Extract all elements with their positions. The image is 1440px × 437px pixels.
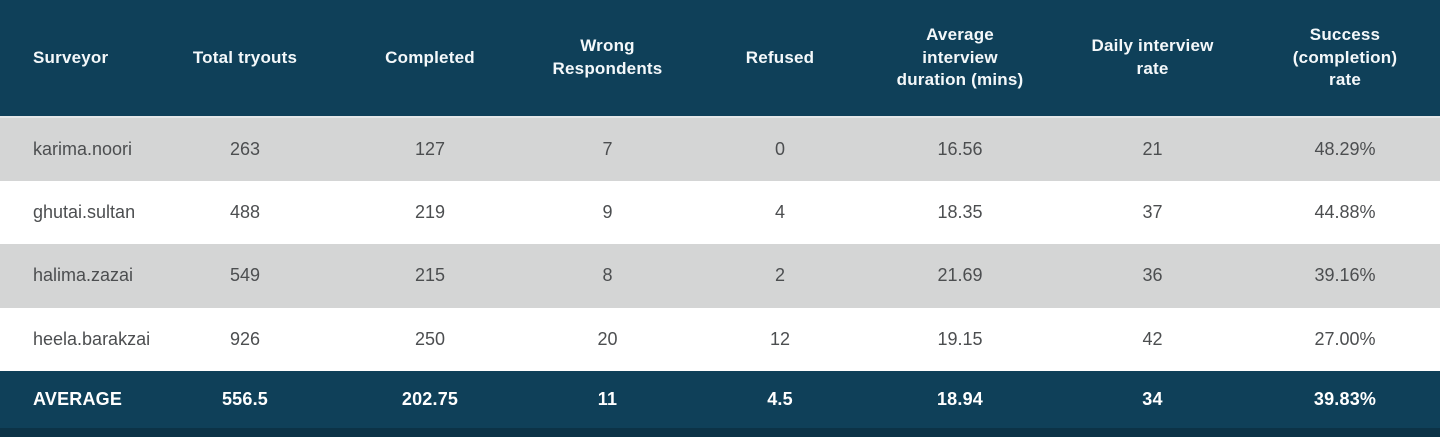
column-header-label: Refused	[745, 47, 815, 67]
column-header-avg-interview-duration: Average interview duration (mins)	[865, 0, 1055, 117]
cell-avg-duration: 18.35	[937, 201, 983, 222]
cell-completed: 219	[414, 201, 446, 222]
cell-success-rate: 44.88%	[1314, 201, 1376, 222]
column-header-label: Success (completion) rate	[1292, 24, 1398, 90]
cell-avg-duration: 21.69	[937, 265, 983, 286]
column-header-success-rate: Success (completion) rate	[1250, 0, 1440, 117]
cell-total-tryouts: 549	[229, 265, 261, 286]
column-header-completed: Completed	[340, 0, 520, 117]
cell-wrong-respondents: 20	[597, 328, 618, 349]
cell-wrong-respondents: 9	[602, 201, 613, 222]
average-total-tryouts: 556.5	[221, 389, 269, 409]
cell-surveyor: heela.barakzai	[33, 328, 151, 349]
cell-success-rate: 39.16%	[1314, 265, 1376, 286]
cell-success-rate: 48.29%	[1314, 138, 1376, 159]
column-header-label: Total tryouts	[192, 47, 298, 67]
column-header-daily-interview-rate: Daily interview rate	[1055, 0, 1250, 117]
cell-completed: 215	[414, 265, 446, 286]
cell-surveyor: karima.noori	[33, 138, 133, 159]
cell-refused: 12	[769, 328, 791, 349]
cell-refused: 2	[774, 265, 785, 286]
cell-daily-rate: 36	[1142, 265, 1163, 286]
average-completed: 202.75	[401, 389, 459, 409]
cell-wrong-respondents: 8	[602, 265, 613, 286]
average-success-rate: 39.83%	[1313, 389, 1377, 409]
table-row: halima.zazai 549 215 8 2 21.69 36 39.16%	[0, 244, 1440, 308]
average-daily-rate: 34	[1142, 389, 1163, 409]
cell-refused: 0	[774, 138, 785, 159]
cell-wrong-respondents: 7	[602, 138, 613, 159]
table-row: ghutai.sultan 488 219 9 4 18.35 37 44.88…	[0, 180, 1440, 244]
column-header-label: Surveyor	[33, 47, 109, 67]
cell-avg-duration: 16.56	[937, 138, 983, 159]
cell-completed: 250	[414, 328, 446, 349]
bottom-accent-bar	[0, 428, 1440, 437]
cell-total-tryouts: 263	[229, 138, 261, 159]
cell-total-tryouts: 488	[229, 201, 261, 222]
cell-completed: 127	[414, 138, 446, 159]
column-header-surveyor: Surveyor	[0, 0, 150, 117]
header-row: Surveyor Total tryouts Completed Wrong R…	[0, 0, 1440, 117]
column-header-label: Wrong Respondents	[552, 36, 663, 78]
cell-daily-rate: 37	[1142, 201, 1163, 222]
table-footer: AVERAGE 556.5 202.75 11 4.5 18.94 34 39.…	[0, 371, 1440, 428]
average-avg-duration: 18.94	[936, 389, 984, 409]
column-header-total-tryouts: Total tryouts	[150, 0, 340, 117]
column-header-label: Daily interview rate	[1091, 36, 1214, 78]
table-header: Surveyor Total tryouts Completed Wrong R…	[0, 0, 1440, 117]
cell-total-tryouts: 926	[229, 328, 261, 349]
cell-refused: 4	[774, 201, 785, 222]
table-row: karima.noori 263 127 7 0 16.56 21 48.29%	[0, 117, 1440, 181]
table-row: heela.barakzai 926 250 20 12 19.15 42 27…	[0, 307, 1440, 371]
table-body: karima.noori 263 127 7 0 16.56 21 48.29%…	[0, 117, 1440, 371]
cell-avg-duration: 19.15	[937, 328, 983, 349]
average-wrong-respondents: 11	[597, 389, 618, 409]
column-header-label: Average interview duration (mins)	[896, 24, 1024, 90]
average-label: AVERAGE	[33, 389, 123, 409]
column-header-wrong-respondents: Wrong Respondents	[520, 0, 695, 117]
cell-daily-rate: 21	[1142, 138, 1163, 159]
average-refused: 4.5	[767, 389, 793, 409]
surveyor-performance-table: Surveyor Total tryouts Completed Wrong R…	[0, 0, 1440, 428]
cell-daily-rate: 42	[1142, 328, 1163, 349]
cell-surveyor: ghutai.sultan	[33, 201, 136, 222]
column-header-refused: Refused	[695, 0, 865, 117]
cell-surveyor: halima.zazai	[33, 265, 134, 286]
column-header-label: Completed	[385, 47, 475, 67]
average-row: AVERAGE 556.5 202.75 11 4.5 18.94 34 39.…	[0, 371, 1440, 428]
cell-success-rate: 27.00%	[1314, 328, 1376, 349]
